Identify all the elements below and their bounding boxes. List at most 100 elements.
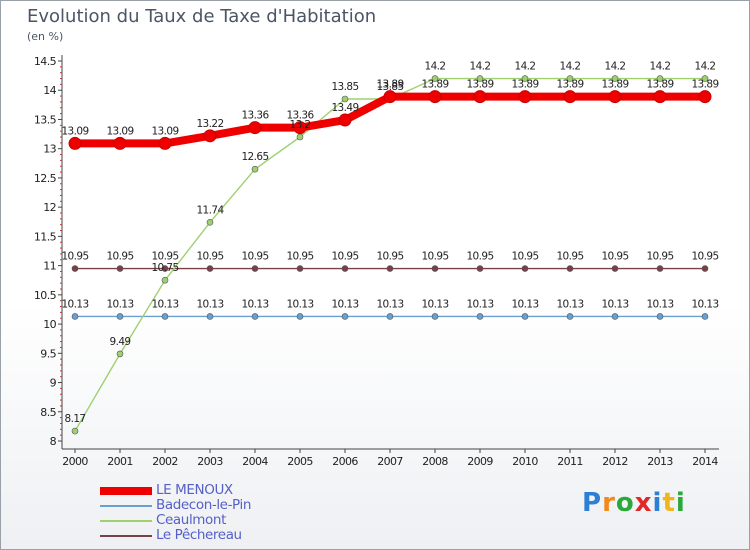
data-label-0: 13.89 bbox=[691, 79, 718, 91]
data-label-3: 10.95 bbox=[646, 251, 673, 263]
series-point-0 bbox=[158, 136, 172, 150]
series-point-0 bbox=[563, 90, 577, 104]
series-point-3 bbox=[116, 265, 124, 272]
data-label-3: 10.95 bbox=[421, 251, 448, 263]
series-point-3 bbox=[386, 265, 394, 272]
series-point-2 bbox=[206, 219, 214, 226]
data-label-1: 10.13 bbox=[511, 298, 538, 310]
logo-letter: r bbox=[602, 488, 616, 518]
data-label-3: 10.95 bbox=[511, 251, 538, 263]
data-label-0: 13.49 bbox=[331, 102, 358, 114]
data-label-3: 10.95 bbox=[691, 251, 718, 263]
data-label-1: 10.13 bbox=[466, 298, 493, 310]
series-point-2 bbox=[521, 75, 529, 82]
series-point-3 bbox=[161, 265, 169, 272]
data-label-1: 10.13 bbox=[241, 298, 268, 310]
x-tick-label: 2002 bbox=[152, 455, 178, 468]
data-label-1: 10.13 bbox=[106, 298, 133, 310]
data-label-0: 13.22 bbox=[196, 118, 223, 130]
series-point-1 bbox=[296, 313, 304, 320]
x-tick-label: 2008 bbox=[422, 455, 448, 468]
data-label-1: 10.13 bbox=[151, 298, 178, 310]
data-label-2: 9.49 bbox=[110, 336, 131, 348]
y-tick-label: 14 bbox=[43, 84, 56, 97]
series-point-0 bbox=[383, 90, 397, 104]
data-label-1: 10.13 bbox=[286, 298, 313, 310]
logo-letter: x bbox=[634, 488, 653, 518]
y-tick-label: 9.5 bbox=[40, 347, 56, 360]
data-label-3: 10.95 bbox=[331, 251, 358, 263]
legend-label: Le Pêchereau bbox=[156, 527, 242, 543]
data-label-3: 10.95 bbox=[241, 251, 268, 263]
series-point-3 bbox=[206, 265, 214, 272]
series-point-1 bbox=[431, 313, 439, 320]
data-label-1: 10.13 bbox=[376, 298, 403, 310]
data-label-0: 13.36 bbox=[286, 110, 314, 122]
y-tick-label: 9 bbox=[50, 377, 57, 390]
legend-label: Badecon-le-Pin bbox=[156, 497, 251, 513]
data-label-1: 10.13 bbox=[331, 298, 358, 310]
series-point-1 bbox=[116, 313, 124, 320]
data-label-0: 13.09 bbox=[61, 125, 88, 137]
x-tick-label: 2012 bbox=[602, 455, 628, 468]
series-point-0 bbox=[338, 113, 352, 127]
x-tick-label: 2003 bbox=[197, 455, 223, 468]
series-point-0 bbox=[518, 90, 532, 104]
series-point-1 bbox=[656, 313, 664, 320]
series-point-0 bbox=[428, 90, 442, 104]
data-label-2: 14.2 bbox=[515, 61, 536, 73]
y-tick-label: 13.5 bbox=[34, 113, 57, 126]
x-tick-label: 2006 bbox=[332, 455, 358, 468]
y-tick-label: 10 bbox=[43, 318, 56, 331]
series-point-3 bbox=[566, 265, 574, 272]
logo-letter: i bbox=[675, 488, 686, 518]
data-label-0: 13.09 bbox=[106, 125, 133, 137]
data-label-0: 13.89 bbox=[646, 79, 673, 91]
x-tick-label: 2004 bbox=[242, 455, 268, 468]
data-label-2: 11.74 bbox=[196, 204, 224, 216]
data-label-1: 10.13 bbox=[196, 298, 223, 310]
data-label-3: 10.95 bbox=[601, 251, 628, 263]
logo-letter: t bbox=[662, 488, 676, 518]
y-axis-unit: (en %) bbox=[27, 30, 64, 43]
series-point-3 bbox=[296, 265, 304, 272]
series-point-3 bbox=[656, 265, 664, 272]
y-tick-label: 8 bbox=[50, 435, 57, 448]
series-point-2 bbox=[71, 427, 79, 435]
data-label-2: 13.85 bbox=[331, 81, 358, 93]
series-point-0 bbox=[68, 136, 82, 150]
x-tick-label: 2009 bbox=[467, 455, 493, 468]
data-label-2: 14.2 bbox=[425, 61, 446, 73]
data-label-0: 13.09 bbox=[151, 125, 178, 137]
series-point-3 bbox=[611, 265, 619, 272]
legend-label: Ceaulmont bbox=[156, 512, 226, 528]
y-tick-label: 11 bbox=[43, 260, 56, 273]
series-point-1 bbox=[611, 313, 619, 320]
y-tick-label: 10.5 bbox=[34, 289, 57, 302]
data-label-3: 10.95 bbox=[466, 251, 493, 263]
series-point-2 bbox=[611, 75, 619, 82]
data-label-2: 14.2 bbox=[650, 61, 671, 73]
legend-label: LE MENOUX bbox=[156, 482, 233, 498]
data-label-2: 12.65 bbox=[241, 151, 268, 163]
series-point-3 bbox=[521, 265, 529, 272]
data-label-0: 13.89 bbox=[421, 79, 448, 91]
data-label-0: 13.89 bbox=[556, 79, 583, 91]
x-tick-label: 2001 bbox=[107, 455, 133, 468]
series-point-2 bbox=[116, 350, 124, 358]
series-point-2 bbox=[701, 75, 709, 82]
data-label-3: 10.95 bbox=[556, 251, 583, 263]
data-label-0: 13.89 bbox=[376, 79, 403, 91]
legend-swatch bbox=[100, 487, 152, 495]
series-point-1 bbox=[476, 313, 484, 320]
series-point-0 bbox=[248, 121, 262, 135]
x-tick-label: 2000 bbox=[62, 455, 88, 468]
series-point-3 bbox=[251, 265, 259, 272]
data-label-1: 10.13 bbox=[61, 298, 88, 310]
data-label-2: 10.75 bbox=[151, 262, 178, 274]
logo-letter: o bbox=[615, 488, 635, 518]
data-label-0: 13.89 bbox=[511, 79, 538, 91]
data-label-1: 10.13 bbox=[421, 298, 448, 310]
legend-swatch bbox=[100, 520, 152, 522]
data-label-0: 13.89 bbox=[466, 79, 493, 91]
